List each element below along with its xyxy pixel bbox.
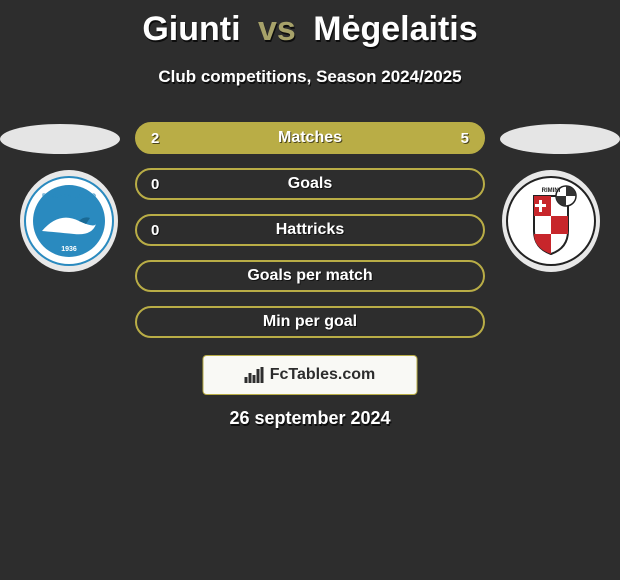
title-vs: vs bbox=[250, 10, 304, 48]
stat-label: Min per goal bbox=[263, 313, 357, 331]
stat-row-min-per-goal: Min per goal bbox=[135, 306, 485, 338]
stat-right-value: 5 bbox=[461, 130, 469, 147]
comparison-title: Giunti vs Mėgelaitis bbox=[0, 0, 620, 49]
player2-name: Mėgelaitis bbox=[313, 10, 477, 48]
brand-text: FcTables.com bbox=[270, 366, 376, 384]
brand-watermark: FcTables.com bbox=[203, 355, 418, 395]
stat-label: Hattricks bbox=[276, 221, 344, 239]
player2-avatar bbox=[500, 124, 620, 154]
player1-avatar bbox=[0, 124, 120, 154]
bar-chart-icon bbox=[245, 367, 264, 383]
stats-list: 2 Matches 5 0 Goals 0 Hattricks Goals pe… bbox=[135, 122, 485, 338]
player1-name: Giunti bbox=[142, 10, 240, 48]
stat-row-goals: 0 Goals bbox=[135, 168, 485, 200]
stat-row-hattricks: 0 Hattricks bbox=[135, 214, 485, 246]
stat-label: Matches bbox=[278, 129, 342, 147]
pescara-badge-icon: PESCARA CALCIO 1936 bbox=[24, 176, 114, 266]
stat-left-value: 0 bbox=[151, 176, 159, 193]
comparison-card: Giunti vs Mėgelaitis Club competitions, … bbox=[0, 0, 620, 580]
rimini-badge-icon: RIMINI bbox=[506, 176, 596, 266]
subtitle: Club competitions, Season 2024/2025 bbox=[0, 67, 620, 87]
stat-left-value: 0 bbox=[151, 222, 159, 239]
stat-row-goals-per-match: Goals per match bbox=[135, 260, 485, 292]
svg-text:RIMINI: RIMINI bbox=[542, 188, 561, 194]
svg-text:PESCARA CALCIO: PESCARA CALCIO bbox=[42, 194, 96, 200]
svg-text:1936: 1936 bbox=[61, 246, 77, 253]
stat-left-value: 2 bbox=[151, 130, 159, 147]
stat-row-matches: 2 Matches 5 bbox=[135, 122, 485, 154]
stat-label: Goals bbox=[288, 175, 332, 193]
date-caption: 26 september 2024 bbox=[0, 408, 620, 429]
club-logo-right: RIMINI bbox=[502, 170, 600, 272]
club-logo-left: PESCARA CALCIO 1936 bbox=[20, 170, 118, 272]
stat-label: Goals per match bbox=[247, 267, 372, 285]
